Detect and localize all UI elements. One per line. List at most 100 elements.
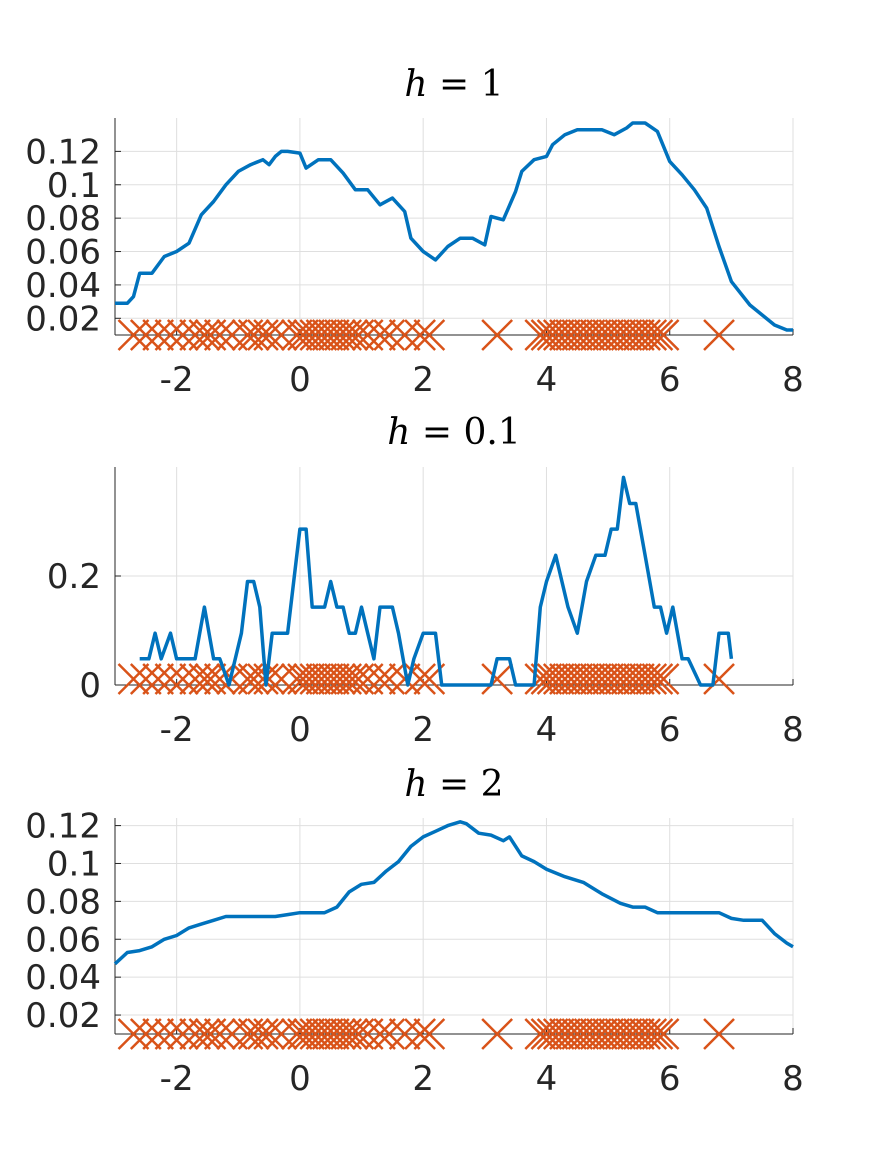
sample-marker <box>623 663 655 695</box>
sample-marker <box>481 663 514 695</box>
sample-marker <box>203 1018 236 1050</box>
sample-marker <box>253 1018 285 1050</box>
sample-marker <box>388 319 421 351</box>
sample-marker <box>635 1018 668 1050</box>
chart-2: -2 0 2 4 6 8 0 0.2 h = 0.1 <box>47 412 804 750</box>
title-equals: = <box>428 64 481 105</box>
sample-marker <box>373 1018 406 1050</box>
density-line <box>113 820 794 966</box>
sample-marker <box>179 663 212 695</box>
x-tick-label: -2 <box>160 360 194 400</box>
x-tick-label: 6 <box>659 1059 681 1099</box>
x-tick-label: 0 <box>289 710 311 750</box>
sample-marker <box>536 663 569 695</box>
sample-marker <box>299 663 332 695</box>
y-tick-label: 0.2 <box>47 557 101 597</box>
y-tick-label: 0.06 <box>25 233 101 273</box>
sample-marker <box>524 663 557 695</box>
sample-marker <box>555 663 587 695</box>
sample-marker <box>129 663 162 695</box>
sample-marker <box>413 319 446 351</box>
sample-marker <box>336 663 369 695</box>
sample-marker <box>373 319 406 351</box>
sample-marker <box>586 663 618 695</box>
sample-marker <box>154 319 187 351</box>
sample-marker <box>703 319 735 351</box>
x-tick-label: 4 <box>536 360 558 400</box>
sample-marker <box>293 663 326 695</box>
sample-marker <box>188 319 221 351</box>
sample-marker <box>364 1018 396 1050</box>
y-tick-label: 0.12 <box>25 132 101 172</box>
title-variable: h <box>387 412 410 453</box>
chart-title: h = 1 <box>404 64 503 105</box>
sample-marker <box>641 663 674 695</box>
y-tick-label: 0 <box>79 666 101 706</box>
density-line <box>139 475 734 687</box>
sample-marker <box>317 663 350 695</box>
sample-marker <box>364 319 396 351</box>
sample-marker <box>188 1018 221 1050</box>
sample-marker <box>481 319 514 351</box>
title-variable: h <box>404 64 427 105</box>
x-tick-label: -2 <box>160 1059 194 1099</box>
title-value: 1 <box>481 64 504 105</box>
sample-marker <box>188 663 221 695</box>
sample-marker <box>404 319 436 351</box>
sample-marker <box>567 663 600 695</box>
x-tick-label: 0 <box>289 1059 311 1099</box>
sample-marker <box>579 663 612 695</box>
title-variable: h <box>404 764 427 805</box>
x-tick-label: 2 <box>412 1059 434 1099</box>
chart-title: h = 0.1 <box>387 412 521 453</box>
sample-marker <box>703 1018 735 1050</box>
title-equals: = <box>428 764 481 805</box>
sample-marker <box>647 1018 680 1050</box>
sample-marker <box>117 1018 150 1050</box>
sample-marker <box>635 319 668 351</box>
sample-marker <box>142 319 175 351</box>
y-tick-label: 0.08 <box>25 882 101 922</box>
sample-marker <box>598 663 631 695</box>
x-tick-label: 6 <box>659 710 681 750</box>
sample-marker <box>542 663 575 695</box>
sample-marker <box>549 663 581 695</box>
y-tick-label: 0.08 <box>25 199 101 239</box>
title-value: 0.1 <box>463 412 520 453</box>
sample-marker <box>280 663 313 695</box>
sample-marker <box>413 1018 446 1050</box>
sample-marker <box>647 319 680 351</box>
sample-marker <box>703 663 735 695</box>
sample-marker <box>179 319 212 351</box>
title-value: 2 <box>481 764 504 805</box>
sample-marker <box>616 663 649 695</box>
y-tick-label: 0.04 <box>25 266 101 306</box>
sample-marker <box>647 663 680 695</box>
x-tick-label: 2 <box>412 360 434 400</box>
sample-marker <box>573 663 606 695</box>
sample-marker <box>336 319 369 351</box>
sample-marker <box>404 1018 436 1050</box>
chart-3: -2 0 2 4 6 8 0.020.040.060.080.10.12 h = 2 <box>25 764 804 1099</box>
chart-1: -2 0 2 4 6 8 0.020.040.060.080.10.12 h = 1 <box>25 64 804 400</box>
y-tick-label: 0.1 <box>47 844 101 884</box>
sample-marker <box>117 663 150 695</box>
y-tick-label: 0.02 <box>25 996 101 1036</box>
sample-marker <box>154 1018 187 1050</box>
sample-marker <box>237 1018 270 1050</box>
sample-marker <box>154 663 187 695</box>
x-tick-label: 4 <box>536 710 558 750</box>
x-tick-label: -2 <box>160 710 194 750</box>
sample-marker <box>336 1018 369 1050</box>
x-tick-label: 4 <box>536 1059 558 1099</box>
sample-marker <box>592 663 624 695</box>
sample-marker <box>373 663 406 695</box>
sample-marker <box>129 319 162 351</box>
density-line <box>115 121 793 332</box>
y-tick-label: 0.1 <box>47 166 101 206</box>
sample-marker <box>641 319 674 351</box>
sample-marker <box>388 663 421 695</box>
x-tick-label: 8 <box>782 360 804 400</box>
sample-marker <box>253 663 285 695</box>
